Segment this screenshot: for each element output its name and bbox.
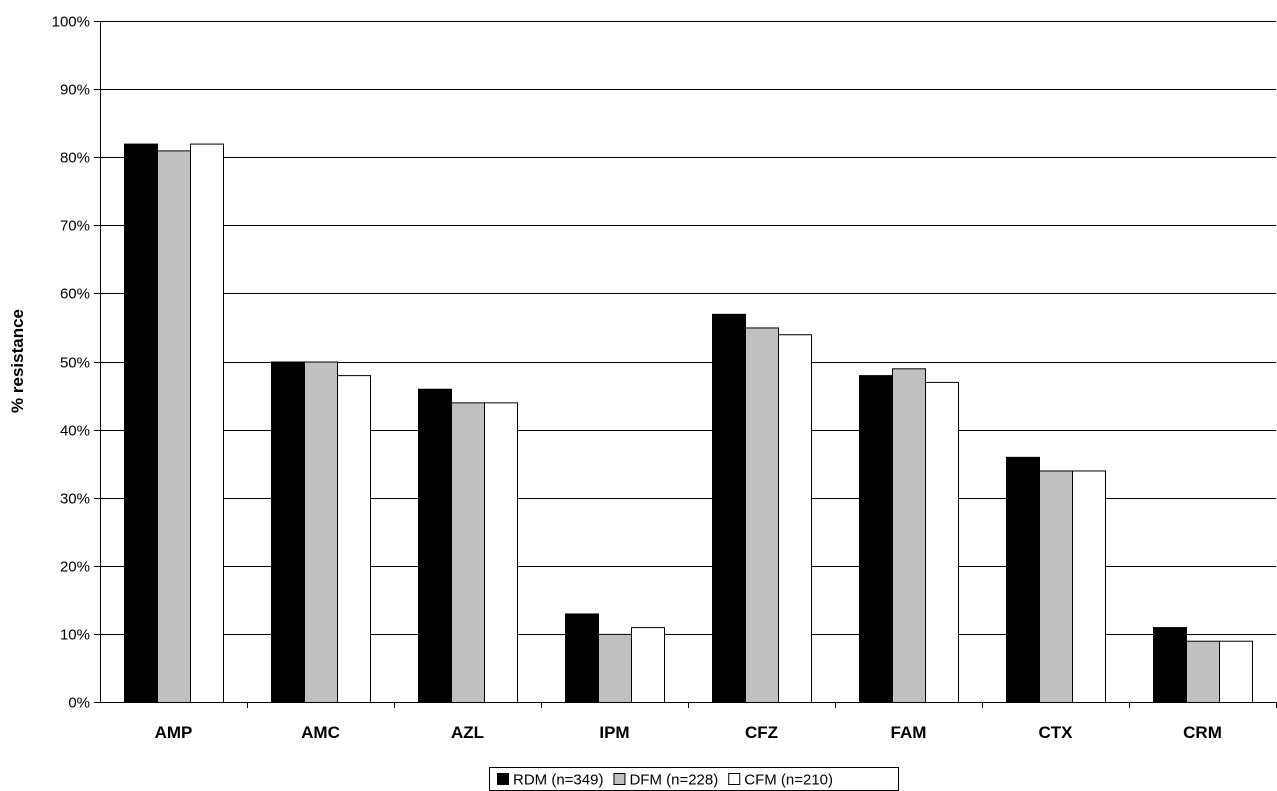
legend-swatch [613, 773, 626, 785]
y-tick-label: 100% [52, 14, 90, 31]
axes [94, 21, 1277, 708]
bar-amp-series-1 [124, 143, 158, 703]
bar-azl-series-3 [484, 402, 518, 703]
bar-azl-series-2 [451, 402, 485, 703]
legend-label: DFM (n=228) [629, 772, 718, 789]
x-tick-label: CTX [1039, 723, 1074, 742]
bars [124, 143, 1253, 704]
x-tick-label: AMC [301, 723, 340, 742]
bar-crm-series-2 [1186, 640, 1220, 704]
y-tick-label: 70% [60, 218, 90, 235]
bar-ipm-series-1 [565, 613, 599, 703]
bar-amc-series-3 [337, 375, 371, 703]
bar-fam-series-2 [892, 368, 926, 703]
x-tick-label: FAM [891, 723, 927, 742]
bar-ctx-series-1 [1006, 456, 1040, 703]
bar-cfz-series-1 [712, 313, 746, 703]
legend-label: RDM (n=349) [513, 772, 603, 789]
y-tick-label: 20% [60, 559, 90, 576]
y-tick-label: 0% [68, 695, 90, 712]
bar-amc-series-2 [304, 361, 338, 703]
axis-labels: 0% 10% 20% 30% 40% 50% 60% 70% 80% 90% 100% AMP AMC A… [52, 14, 1222, 743]
legend-label: CFM (n=210) [744, 772, 833, 789]
bar-amp-series-3 [190, 143, 224, 703]
y-tick-label: 60% [60, 286, 90, 303]
x-tick-label: CRM [1183, 723, 1222, 742]
bar-ipm-series-2 [598, 633, 632, 704]
bar-fam-series-1 [859, 375, 893, 703]
bar-amp-series-2 [157, 150, 191, 703]
y-tick-label: 50% [60, 355, 90, 372]
y-tick-label: 80% [60, 150, 90, 167]
y-tick-label: 90% [60, 82, 90, 99]
legend-swatch [497, 773, 509, 785]
bar-cfz-series-2 [745, 327, 779, 703]
y-tick-label: 30% [60, 491, 90, 508]
bar-crm-series-1 [1153, 627, 1187, 704]
y-tick-label: 40% [60, 423, 90, 440]
bar-cfz-series-3 [778, 334, 812, 703]
x-tick-label: AMP [155, 723, 193, 742]
x-tick-label: AZL [451, 723, 484, 742]
bar-azl-series-1 [418, 388, 452, 703]
legend: RDM (n=349) DFM (n=228) CFM (n=210) [489, 767, 899, 791]
bar-crm-series-3 [1219, 640, 1253, 704]
bar-ipm-series-3 [631, 627, 665, 704]
bar-fam-series-3 [925, 381, 959, 703]
bar-amc-series-1 [271, 361, 305, 703]
x-tick-label: IPM [599, 723, 629, 742]
x-tick-label: CFZ [745, 723, 778, 742]
y-tick-label: 10% [60, 627, 90, 644]
bar-ctx-series-3 [1072, 470, 1106, 703]
y-axis-title: % resistance [8, 309, 27, 413]
bar-ctx-series-2 [1039, 470, 1073, 703]
legend-swatch [728, 773, 741, 785]
